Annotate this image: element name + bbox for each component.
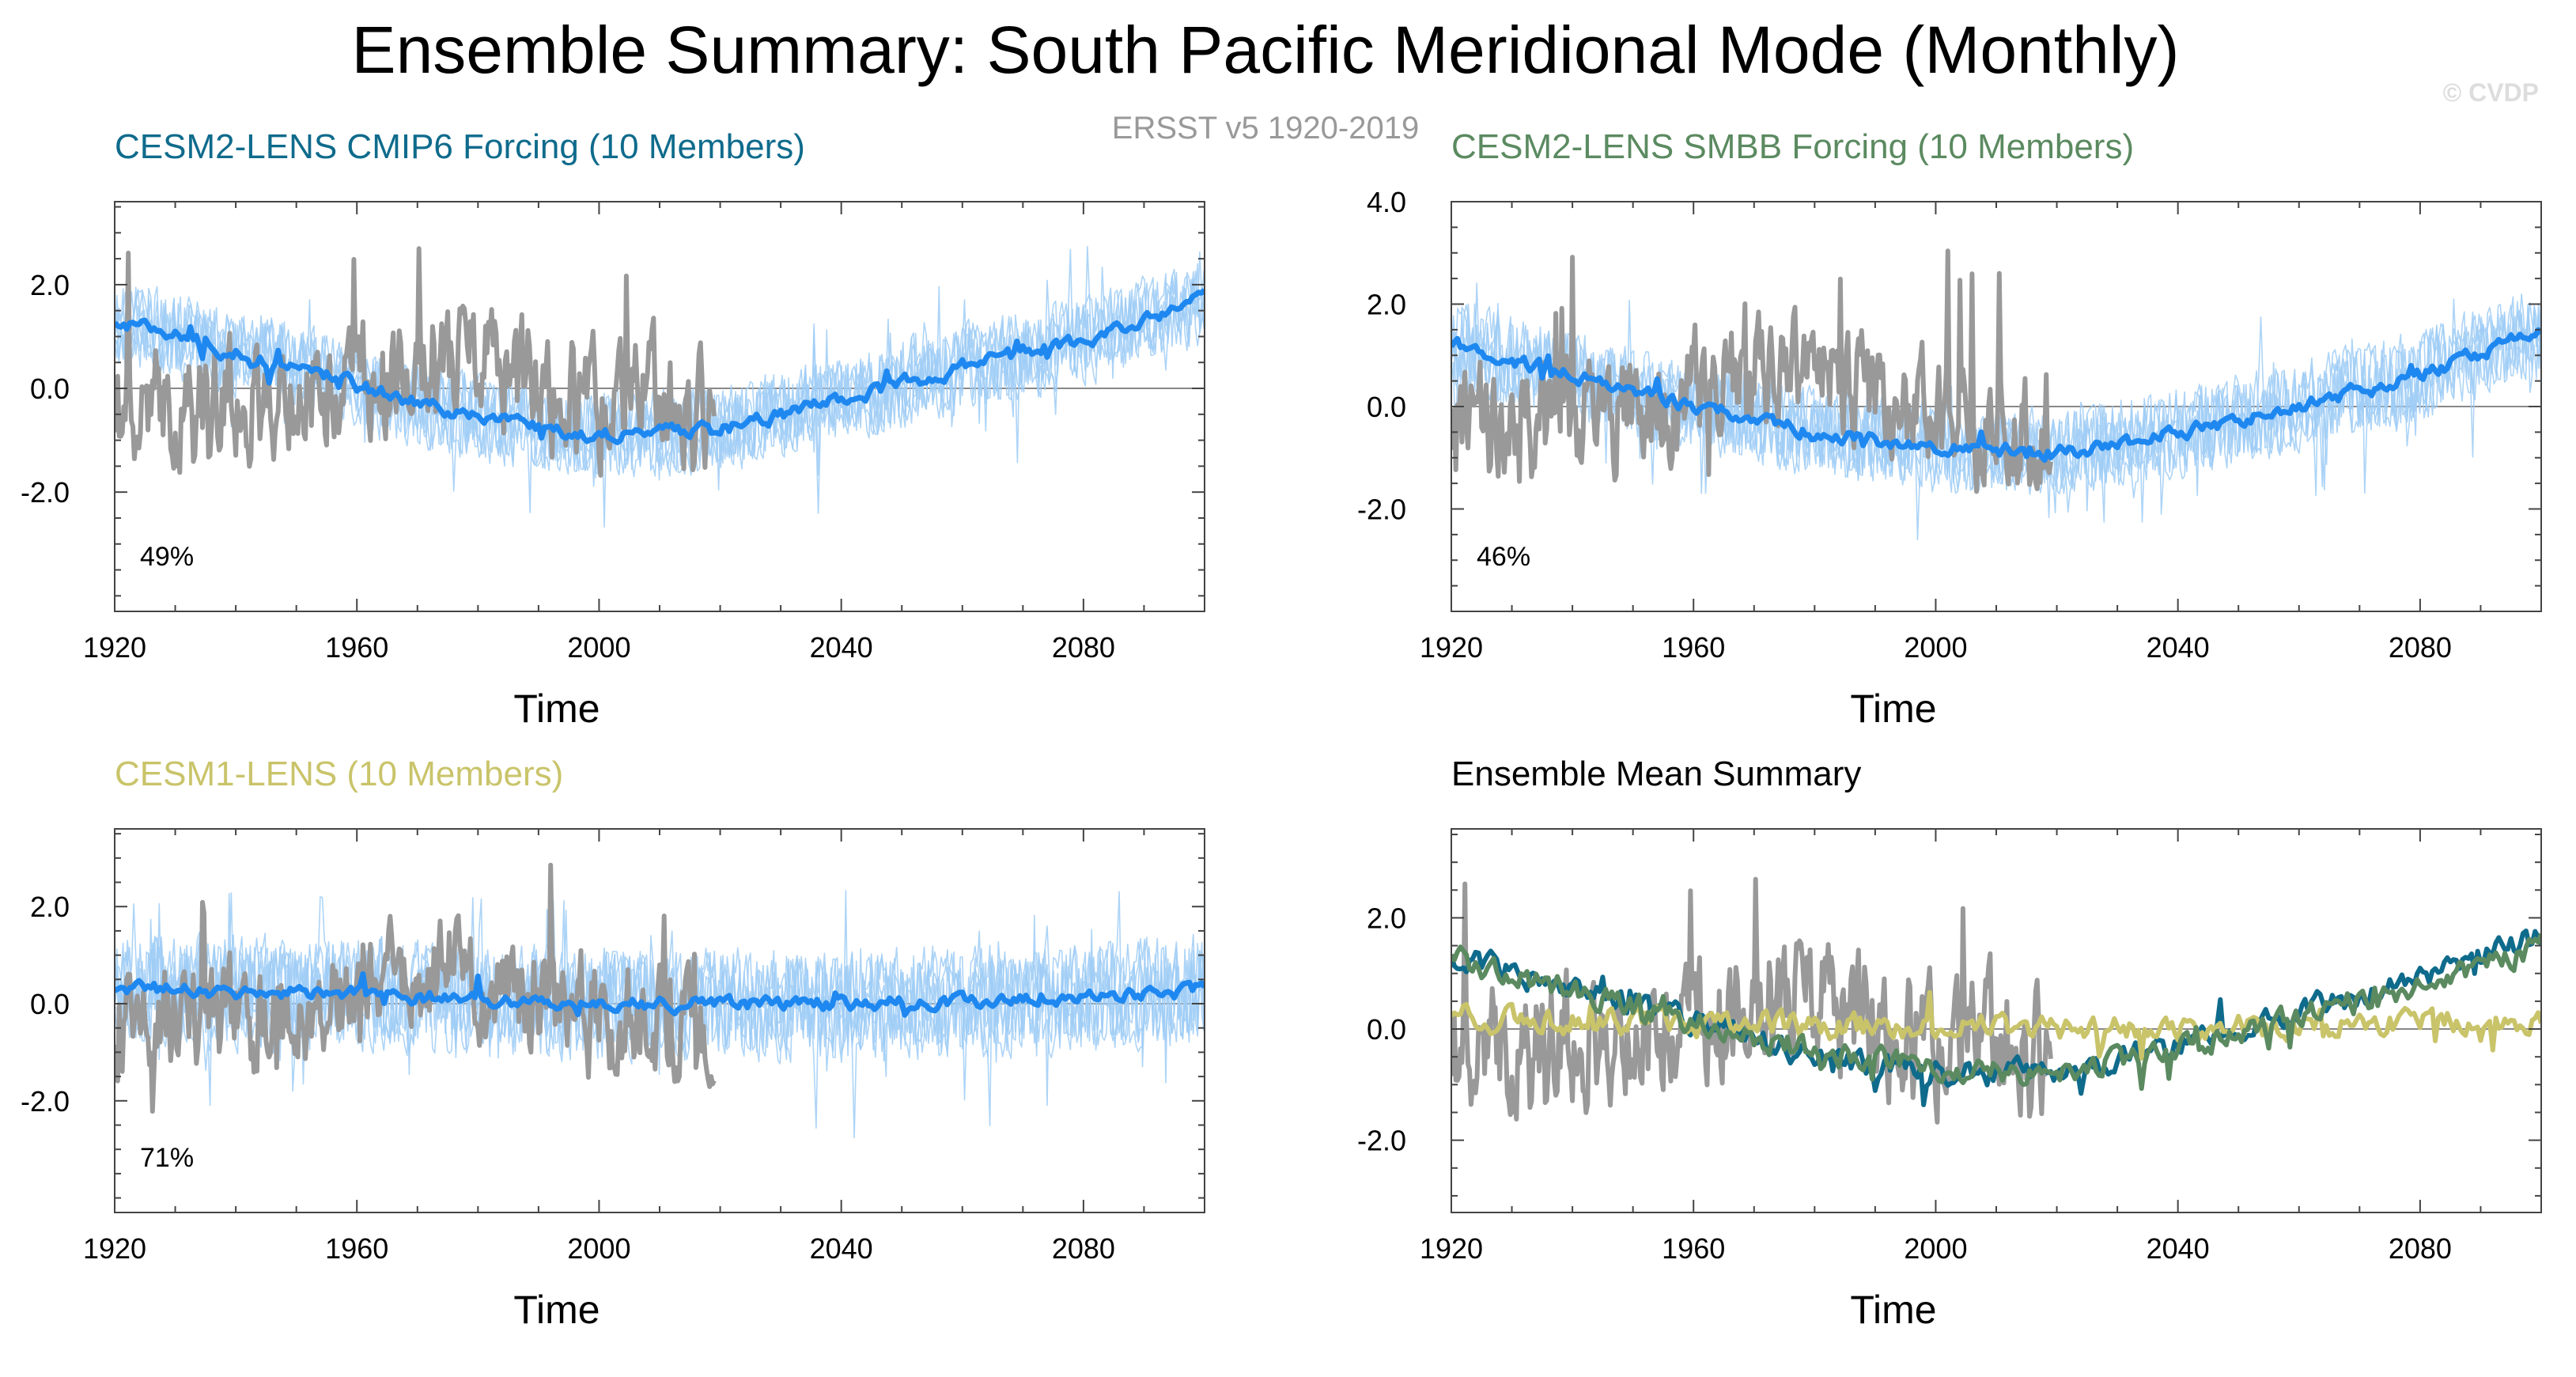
x-tick-label: 2000 bbox=[567, 631, 630, 664]
x-tick-label: 1960 bbox=[325, 1232, 388, 1265]
plot-area bbox=[1451, 876, 2541, 1125]
x-tick-label: 2000 bbox=[567, 1232, 630, 1265]
observation-line bbox=[1451, 876, 2053, 1125]
x-axis-label: Time bbox=[1850, 1288, 1936, 1332]
y-tick-label: -2.0 bbox=[1357, 1125, 1406, 1157]
panel-cesm2-cmip6: CESM2-LENS CMIP6 Forcing (10 Members) 192… bbox=[21, 127, 1205, 731]
panel-title: CESM2-LENS SMBB Forcing (10 Members) bbox=[1451, 127, 2134, 166]
x-tick-label: 1920 bbox=[83, 631, 146, 664]
y-tick-label: -2.0 bbox=[21, 476, 70, 509]
x-tick-label: 1960 bbox=[1662, 631, 1725, 664]
x-axis-label: Time bbox=[1850, 687, 1936, 731]
x-tick-label: 2000 bbox=[1904, 1232, 1967, 1265]
y-tick-label: 4.0 bbox=[1367, 186, 1406, 218]
panel-title: CESM1-LENS (10 Members) bbox=[115, 755, 563, 793]
ensemble-mean-line bbox=[115, 970, 1205, 1018]
pattern-correlation-label: 49% bbox=[140, 542, 194, 572]
panel-title: CESM2-LENS CMIP6 Forcing (10 Members) bbox=[115, 127, 805, 166]
y-tick-label: -2.0 bbox=[21, 1085, 70, 1118]
ensemble-member-line bbox=[115, 270, 1205, 476]
y-tick-label: 2.0 bbox=[1367, 289, 1406, 321]
y-tick-label: 0.0 bbox=[30, 373, 70, 405]
observation-label: ERSST v5 1920-2019 bbox=[1112, 111, 1419, 146]
x-axis-label: Time bbox=[513, 687, 600, 731]
ensemble-mean-line bbox=[1451, 327, 2541, 463]
x-tick-label: 2000 bbox=[1904, 631, 1967, 664]
y-tick-label: -2.0 bbox=[1357, 494, 1406, 526]
credit-label: © CVDP bbox=[2443, 78, 2539, 107]
x-tick-label: 2040 bbox=[2147, 1232, 2210, 1265]
x-tick-label: 2080 bbox=[2389, 1232, 2452, 1265]
series-line-cesm2-lens-smbb-forcing bbox=[1451, 933, 2541, 1091]
pattern-correlation-label: 46% bbox=[1477, 542, 1530, 572]
plot-area bbox=[115, 245, 1205, 528]
y-tick-label: 2.0 bbox=[30, 891, 70, 923]
y-tick-label: 2.0 bbox=[1367, 902, 1406, 934]
x-tick-label: 2080 bbox=[2389, 631, 2452, 664]
x-tick-label: 1920 bbox=[1420, 631, 1483, 664]
x-tick-label: 1920 bbox=[83, 1232, 146, 1265]
y-tick-label: 0.0 bbox=[30, 988, 70, 1020]
x-tick-label: 2080 bbox=[1052, 1232, 1115, 1265]
x-axis-label: Time bbox=[513, 1288, 600, 1332]
panel-title: Ensemble Mean Summary bbox=[1451, 755, 1861, 793]
y-tick-label: 2.0 bbox=[30, 269, 70, 301]
x-tick-label: 2080 bbox=[1052, 631, 1115, 664]
plot-area bbox=[1451, 248, 2541, 541]
panel-cesm2-smbb: CESM2-LENS SMBB Forcing (10 Members) 1920… bbox=[1357, 127, 2542, 731]
figure-title: Ensemble Summary: South Pacific Meridion… bbox=[352, 13, 2180, 87]
x-tick-label: 2040 bbox=[810, 631, 873, 664]
x-tick-label: 2040 bbox=[810, 1232, 873, 1265]
x-tick-label: 1920 bbox=[1420, 1232, 1483, 1265]
x-tick-label: 2040 bbox=[2147, 631, 2210, 664]
pattern-correlation-label: 71% bbox=[140, 1143, 194, 1173]
y-tick-label: 0.0 bbox=[1367, 1013, 1406, 1046]
observation-line bbox=[115, 862, 717, 1114]
ensemble-member-line bbox=[115, 892, 1205, 1129]
panel-cesm1: CESM1-LENS (10 Members) 1920 1960 2000 2040 2… bbox=[21, 755, 1205, 1332]
x-tick-label: 1960 bbox=[325, 631, 388, 664]
x-tick-label: 1960 bbox=[1662, 1232, 1725, 1265]
panel-ensemble-mean-summary: Ensemble Mean Summary 1920 1960 2000 2040 208… bbox=[1357, 755, 2542, 1332]
ensemble-mean-line bbox=[115, 288, 1205, 445]
y-tick-label: 0.0 bbox=[1367, 391, 1406, 423]
plot-area bbox=[115, 862, 1205, 1139]
